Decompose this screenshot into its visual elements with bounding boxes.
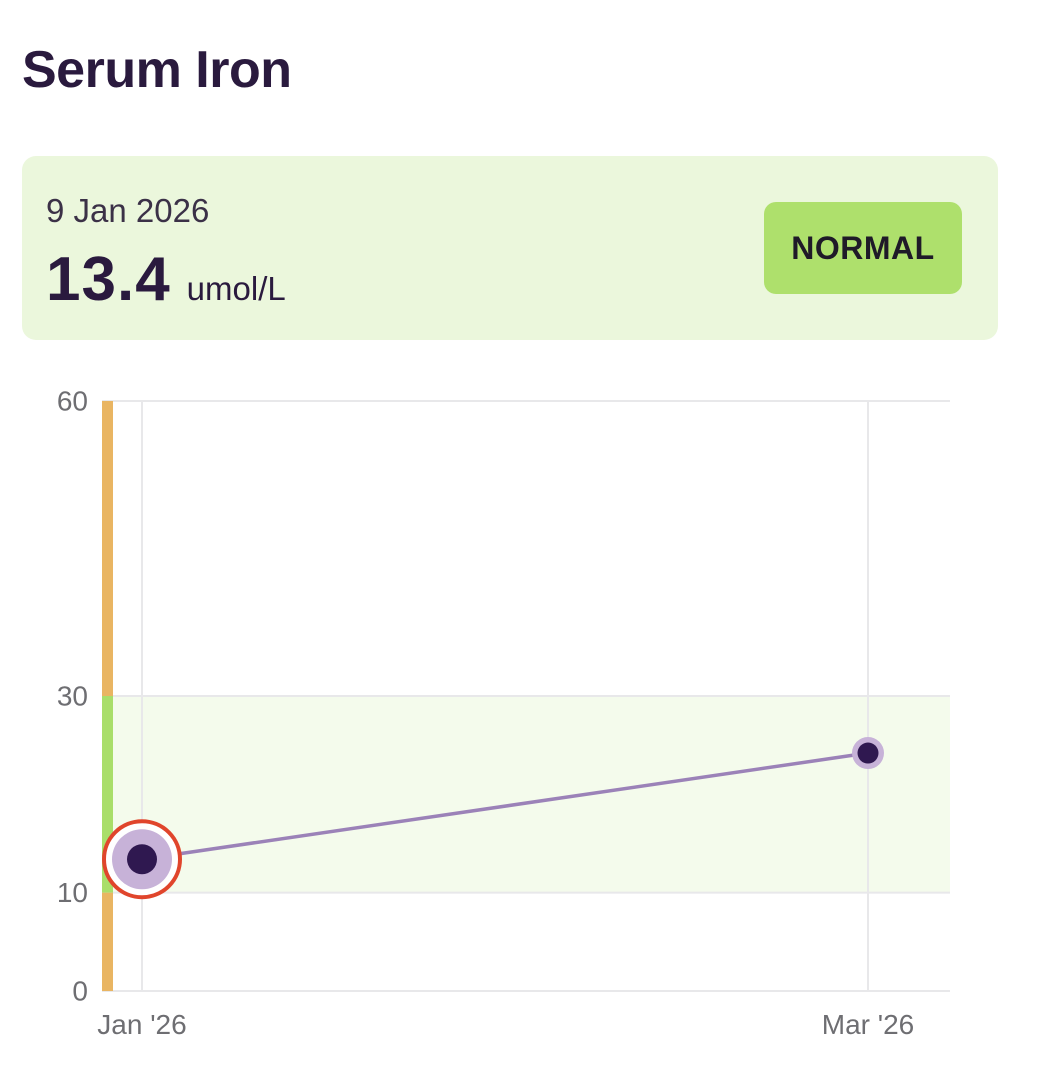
y-tick-label: 30	[57, 680, 88, 711]
y-tick-label: 60	[57, 385, 88, 416]
y-tick-label: 0	[72, 975, 88, 1006]
reading-value: 13.4	[46, 245, 171, 314]
reading-unit: umol/L	[186, 270, 286, 307]
x-tick-label: Mar '26	[822, 1009, 915, 1040]
data-point	[857, 742, 879, 764]
high-range-bar	[102, 401, 113, 696]
data-point	[127, 844, 157, 875]
series-line	[141, 751, 869, 861]
x-tick-label: Jan '26	[97, 1009, 186, 1040]
reading-value-row: 13.4 umol/L	[46, 244, 286, 315]
normal-range-bar	[102, 696, 113, 893]
status-badge: NORMAL	[764, 202, 962, 294]
normal-range-band	[102, 696, 950, 893]
low-range-bar	[102, 892, 113, 991]
y-tick-label: 10	[57, 877, 88, 908]
page-title: Serum Iron	[22, 41, 292, 99]
reading-date: 9 Jan 2026	[46, 192, 210, 229]
latest-reading-card: 9 Jan 2026 13.4 umol/L NORMAL	[22, 156, 998, 340]
